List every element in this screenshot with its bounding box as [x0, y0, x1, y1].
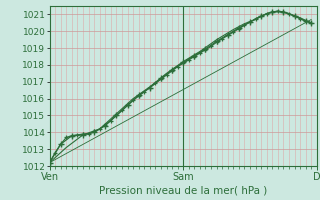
X-axis label: Pression niveau de la mer( hPa ): Pression niveau de la mer( hPa ): [99, 186, 267, 196]
